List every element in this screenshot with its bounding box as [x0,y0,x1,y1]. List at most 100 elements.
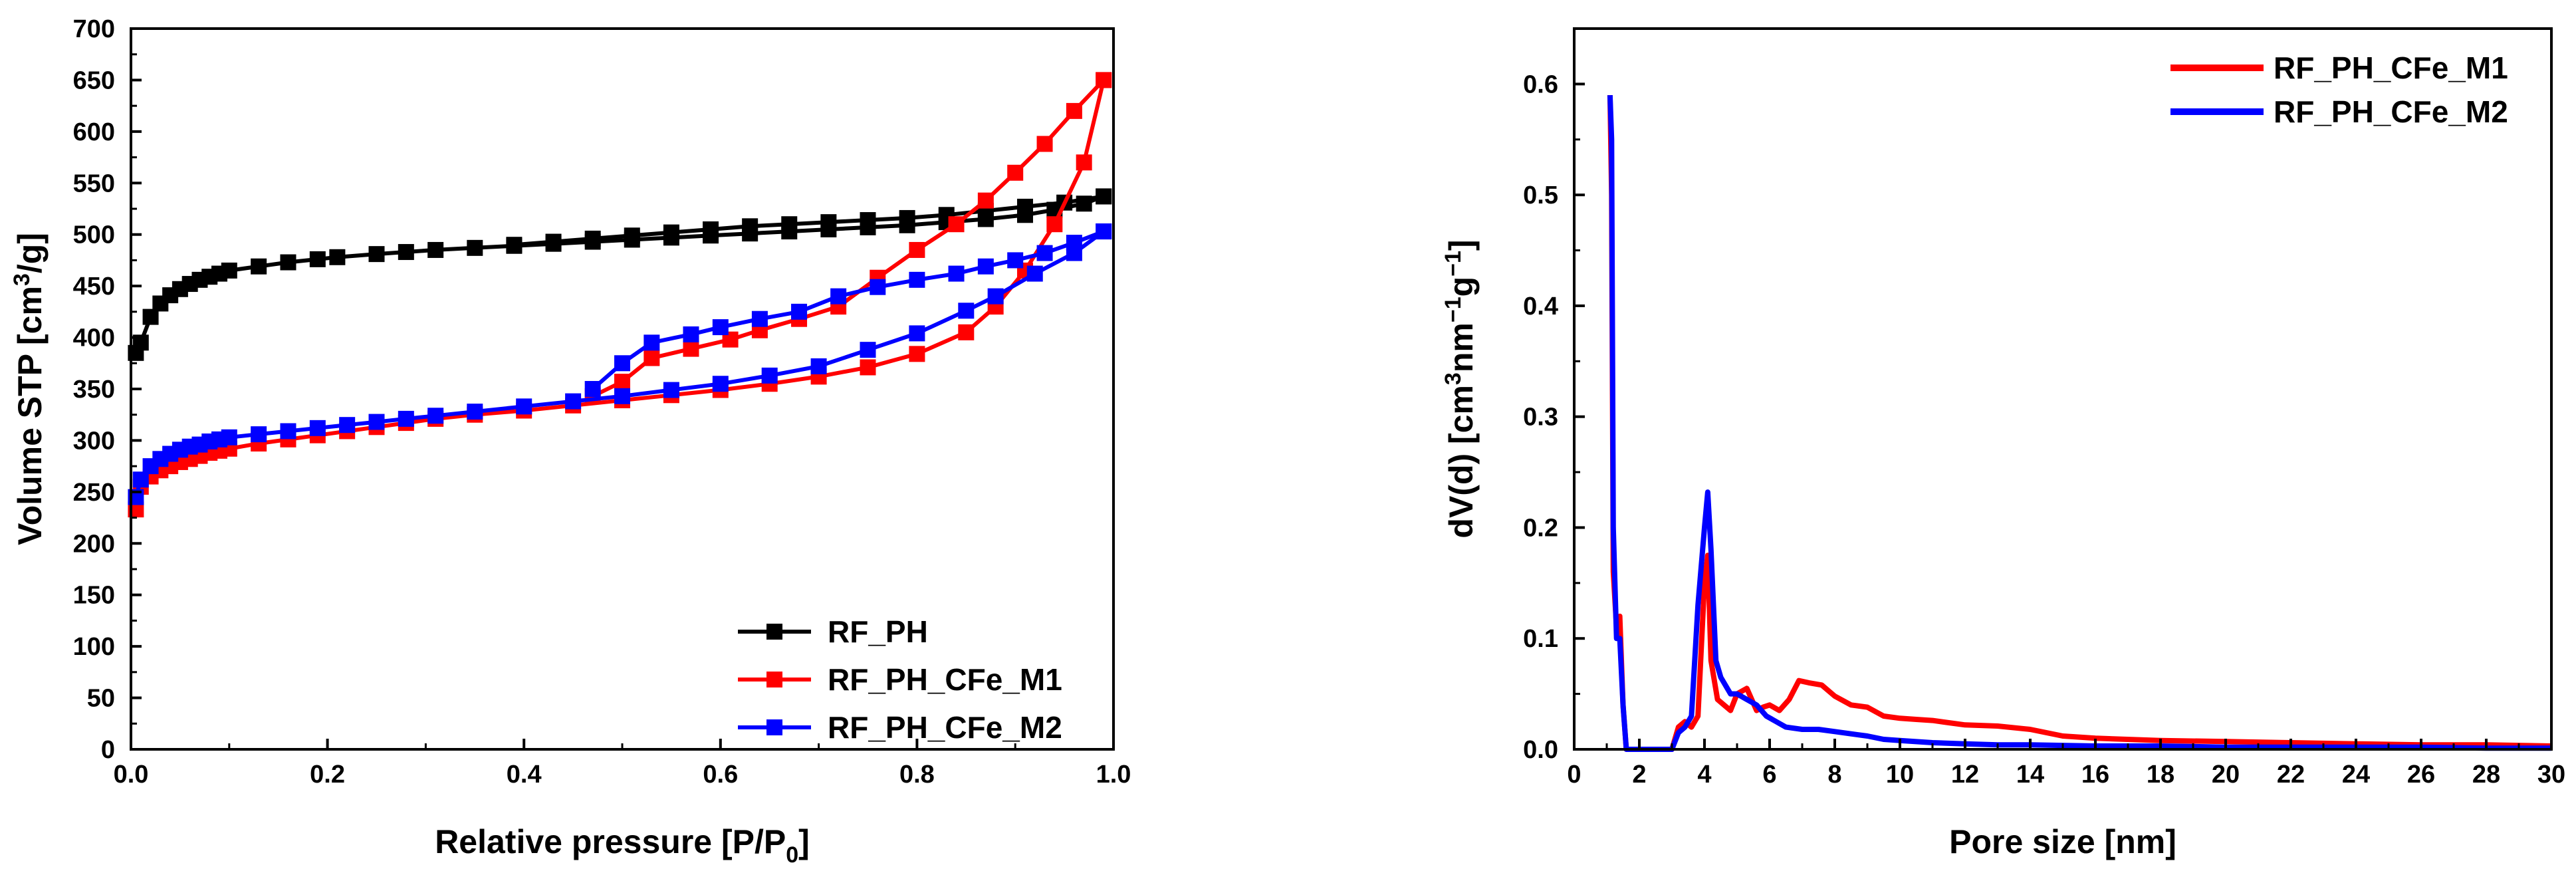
rf-ph-desorption-point [506,237,523,253]
psd-plot-frame [1573,27,2553,751]
rf-ph-cfe-m1-desorption-point [1096,72,1112,88]
rf-ph-adsorption-point [309,251,326,267]
psd-x-tick-label: 2 [1632,761,1646,789]
psd-legend: RF_PH_CFe_M1 RF_PH_CFe_M2 [2170,51,2508,129]
rf-ph-desorption-point [781,216,798,233]
psd-x-tick-label: 6 [1762,761,1776,789]
isotherm-series-layer [128,72,1112,518]
rf-ph-desorption-point [860,212,876,229]
rf-ph-adsorption-point [221,262,237,279]
psd-x-tick-label: 4 [1697,761,1711,789]
rf-ph-cfe-m2-adsorption-point [251,426,267,443]
rf-ph-cfe-m2-adsorption-point [761,367,778,384]
psd-y-axis-title: dV(d) [cm3nm−1g−1] [1441,239,1480,538]
legend-rf-ph-cfe-m2-marker [766,719,782,735]
isotherm-chart: 0.0 0.2 0.4 0.6 0.8 1.0 0 50 100 150 200 250 300 350 4… [9,15,1131,868]
isotherm-x-tick-label: 0.4 [507,761,542,789]
psd-x-tick-label: 22 [2277,761,2305,789]
rf-ph-cfe-m1-desorption-point [683,340,699,357]
rf-ph-cfe-m1-adsorption-point [958,324,975,340]
rf-ph-cfe-m2-adsorption-point [614,388,630,404]
isotherm-y-tick-label: 50 [87,685,115,713]
rf-ph-desorption-point [584,230,601,247]
psd-x-tick-label: 12 [1951,761,1979,789]
rf-ph-desorption-point [545,233,562,250]
isotherm-y-tick-label: 100 [73,633,115,661]
psd-series-layer [1607,94,2552,752]
psd-y-tick-label: 0.1 [1523,625,1558,653]
rf-ph-desorption-point [742,218,759,235]
isotherm-ticks: 0.0 0.2 0.4 0.6 0.8 1.0 0 50 100 150 200 250 300 350 4… [73,15,1131,789]
rf-ph-cfe-m2-adsorption-point [398,410,414,427]
rf-ph-cfe-m1-desorption-point [1036,136,1053,152]
rf-ph-cfe-m2-desorption-point [1036,245,1053,261]
isotherm-y-tick-label: 350 [73,376,115,404]
rf-ph-adsorption-point [427,241,444,258]
rf-ph-cfe-m2-desorption-point [909,271,925,288]
rf-ph-desorption-point [663,224,679,241]
isotherm-x-axis-title: Relative pressure [P/P0] [435,823,810,868]
rf-ph-cfe-m2-desorption-point [948,265,965,282]
rf-ph-cfe-m2-adsorption-point [958,303,975,319]
isotherm-y-tick-label: 200 [73,530,115,558]
psd-x-tick-label: 18 [2147,761,2174,789]
rf-ph-adsorption-point [329,249,346,265]
rf-ph-cfe-m2-adsorption-point [368,414,385,430]
rf-ph-cfe-m1-adsorption-point [909,346,925,362]
isotherm-y-tick-label: 450 [73,273,115,301]
rf-ph-cfe-m2-adsorption-point [810,358,827,374]
rf-ph-cfe-m2-adsorption-point [221,429,237,445]
rf-ph-desorption-point [1096,188,1112,205]
rf-ph-cfe-m2-adsorption-point [860,342,876,358]
rf-ph-cfe-m2-desorption-point [584,381,601,397]
psd-legend-rf-ph-cfe-m1-label: RF_PH_CFe_M1 [2274,51,2508,85]
pore-size-chart: 0 2 4 6 8 10 12 14 16 18 20 22 24 26 28 300.00.10.20.30… [1441,27,2565,860]
rf-ph-cfe-m1-adsorption-point [1046,216,1063,233]
rf-ph-cfe-m2-desorption-point [830,288,847,305]
rf-ph-cfe-m2-desorption-point [1007,252,1024,269]
legend-rf-ph-label: RF_PH [828,614,928,649]
isotherm-x-tick-label: 0.6 [703,761,738,789]
rf-ph-cfe-m1-desorption-point [614,374,630,390]
rf-ph-adsorption-point [142,309,159,325]
rf-ph-cfe-m1-desorption-point [948,216,965,233]
rf-ph-desorption-point [624,227,640,244]
rf-ph-cfe-m2-desorption-point [1096,223,1112,240]
psd-x-tick-label: 14 [2016,761,2044,789]
rf-ph-adsorption-point [467,239,483,256]
rf-ph-cfe-m2-adsorption-point [309,420,326,436]
isotherm-y-tick-label: 150 [73,582,115,610]
rf-ph-cfe-m2-desorption-line [591,229,1105,391]
rf-ph-cfe-m1-adsorption-point [860,359,876,376]
isotherm-y-tick-label: 0 [101,736,115,764]
isotherm-y-tick-label: 550 [73,170,115,197]
psd-x-tick-label: 26 [2407,761,2435,789]
rf-ph-cfe-m1-desorption-point [1066,102,1082,119]
isotherm-y-tick-label: 250 [73,479,115,507]
rf-ph-desorption-point [1016,198,1033,215]
rf-ph-cfe-m2-adsorption-point [987,288,1004,305]
rf-ph-cfe-m1-desorption-point [1007,164,1024,181]
psd-x-tick-label: 24 [2342,761,2370,789]
isotherm-y-tick-label: 650 [73,66,115,94]
psd-y-tick-label: 0.0 [1523,736,1558,764]
rf-ph-desorption-line [514,194,1104,247]
isotherm-y-tick-label: 600 [73,118,115,146]
psd-y-tick-label: 0.4 [1523,293,1558,320]
psd-y-tick-label: 0.2 [1523,514,1558,542]
rf-ph-cfe-m2-desorption-point [644,334,660,351]
psd-x-tick-label: 0 [1567,761,1581,789]
legend-rf-ph-cfe-m1-marker [766,672,782,687]
rf-ph-cfe-m2-adsorption-point [339,417,356,434]
isotherm-x-tick-label: 0.8 [899,761,935,789]
rf-ph-cfe-m2-desorption-point [977,258,994,275]
isotherm-x-tick-label: 0.0 [114,761,149,789]
isotherm-legend: RF_PH RF_PH_CFe_M1 RF_PH_CFe_M2 [738,614,1062,745]
legend-rf-ph-marker [766,624,782,640]
psd-x-tick-label: 28 [2472,761,2500,789]
rf-ph-desorption-point [703,221,719,237]
isotherm-y-axis-title: Volume STP [cm3/g] [9,233,49,545]
psd-y-tick-label: 0.6 [1523,70,1558,98]
rf-ph-cfe-m2-desorption-point [751,311,768,327]
